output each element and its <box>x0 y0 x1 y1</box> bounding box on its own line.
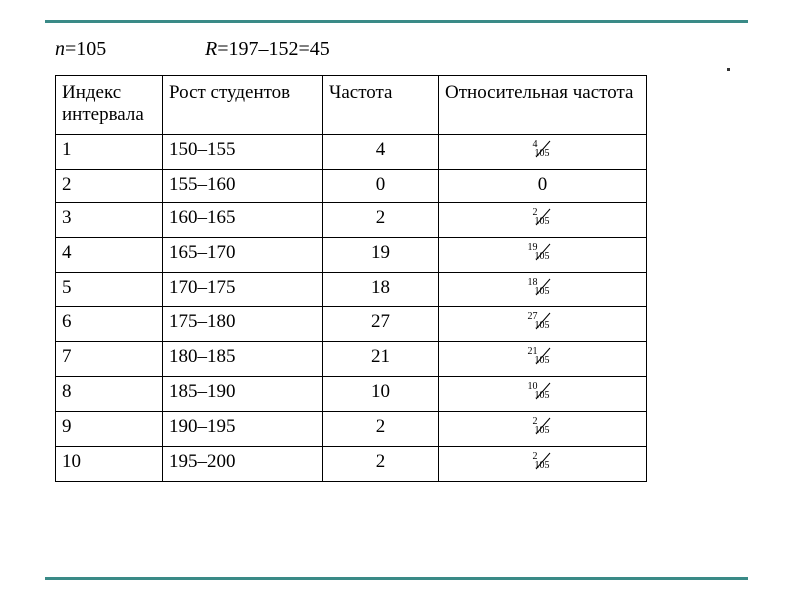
cell-index: 1 <box>56 135 163 170</box>
content-frame: n=105 R=197–152=45 Индекс интервала Рост… <box>45 20 748 580</box>
fraction-den: 105 <box>535 461 550 471</box>
fraction-den: 105 <box>535 321 550 331</box>
fraction-den: 105 <box>535 287 550 297</box>
table-row: 2155–16000 <box>56 169 647 202</box>
cell-relfreq: 4105 <box>439 135 647 170</box>
cell-index: 4 <box>56 237 163 272</box>
cell-range: 170–175 <box>163 272 323 307</box>
cell-relfreq: 2105 <box>439 411 647 446</box>
fraction: 2105 <box>531 207 555 227</box>
n-equation: n=105 <box>55 38 205 61</box>
cell-range: 160–165 <box>163 202 323 237</box>
cell-relfreq: 18105 <box>439 272 647 307</box>
cell-range: 190–195 <box>163 411 323 446</box>
fraction: 19105 <box>531 242 555 262</box>
col-freq: Частота <box>323 76 439 135</box>
cell-range: 155–160 <box>163 169 323 202</box>
fraction: 10105 <box>531 381 555 401</box>
cell-freq: 2 <box>323 411 439 446</box>
fraction: 21105 <box>531 346 555 366</box>
col-index: Индекс интервала <box>56 76 163 135</box>
table-row: 1150–1554 4105 <box>56 135 647 170</box>
fraction: 2105 <box>531 416 555 436</box>
table-row: 4165–17019 19105 <box>56 237 647 272</box>
cell-index: 3 <box>56 202 163 237</box>
cell-relfreq: 2105 <box>439 446 647 481</box>
R-var: R <box>205 38 217 60</box>
cell-relfreq: 19105 <box>439 237 647 272</box>
fraction-den: 105 <box>535 252 550 262</box>
table-row: 3160–1652 2105 <box>56 202 647 237</box>
fraction: 18105 <box>531 277 555 297</box>
cell-freq: 2 <box>323 446 439 481</box>
cell-range: 185–190 <box>163 377 323 412</box>
table-body: 1150–155441052155–160003160–165221054165… <box>56 135 647 482</box>
cell-relfreq: 2105 <box>439 202 647 237</box>
table-row: 5170–17518 18105 <box>56 272 647 307</box>
fraction: 27105 <box>531 311 555 331</box>
cell-freq: 0 <box>323 169 439 202</box>
cell-freq: 2 <box>323 202 439 237</box>
fraction-den: 105 <box>535 391 550 401</box>
cell-index: 6 <box>56 307 163 342</box>
cell-index: 10 <box>56 446 163 481</box>
fraction-den: 105 <box>535 356 550 366</box>
cell-index: 9 <box>56 411 163 446</box>
cell-freq: 18 <box>323 272 439 307</box>
cell-relfreq: 10105 <box>439 377 647 412</box>
cell-index: 5 <box>56 272 163 307</box>
R-equation: R=197–152=45 <box>205 38 330 61</box>
table-row: 9190–1952 2105 <box>56 411 647 446</box>
cell-freq: 10 <box>323 377 439 412</box>
table-row: 6175–18027 27105 <box>56 307 647 342</box>
cell-freq: 19 <box>323 237 439 272</box>
table-row: 8185–19010 10105 <box>56 377 647 412</box>
cell-range: 175–180 <box>163 307 323 342</box>
frequency-table: Индекс интервала Рост студентов Частота … <box>55 75 647 482</box>
cell-index: 8 <box>56 377 163 412</box>
table-header-row: Индекс интервала Рост студентов Частота … <box>56 76 647 135</box>
fraction: 4105 <box>531 139 555 159</box>
table-row: 10195–2002 2105 <box>56 446 647 481</box>
fraction: 2105 <box>531 451 555 471</box>
cell-freq: 4 <box>323 135 439 170</box>
col-relfreq: Относительная частота <box>439 76 647 135</box>
header-row: n=105 R=197–152=45 <box>45 23 748 75</box>
cell-index: 2 <box>56 169 163 202</box>
fraction-den: 105 <box>535 426 550 436</box>
col-range: Рост студентов <box>163 76 323 135</box>
cell-freq: 21 <box>323 342 439 377</box>
fraction-den: 105 <box>535 217 550 227</box>
cell-range: 165–170 <box>163 237 323 272</box>
cell-index: 7 <box>56 342 163 377</box>
fraction-den: 105 <box>535 149 550 159</box>
cell-relfreq: 27105 <box>439 307 647 342</box>
decorative-dot <box>727 68 730 71</box>
n-value: =105 <box>65 38 106 60</box>
cell-freq: 27 <box>323 307 439 342</box>
cell-relfreq: 0 <box>439 169 647 202</box>
R-value: =197–152=45 <box>217 38 330 60</box>
cell-range: 180–185 <box>163 342 323 377</box>
cell-range: 195–200 <box>163 446 323 481</box>
n-var: n <box>55 38 65 60</box>
cell-relfreq: 21105 <box>439 342 647 377</box>
table-row: 7180–18521 21105 <box>56 342 647 377</box>
cell-range: 150–155 <box>163 135 323 170</box>
